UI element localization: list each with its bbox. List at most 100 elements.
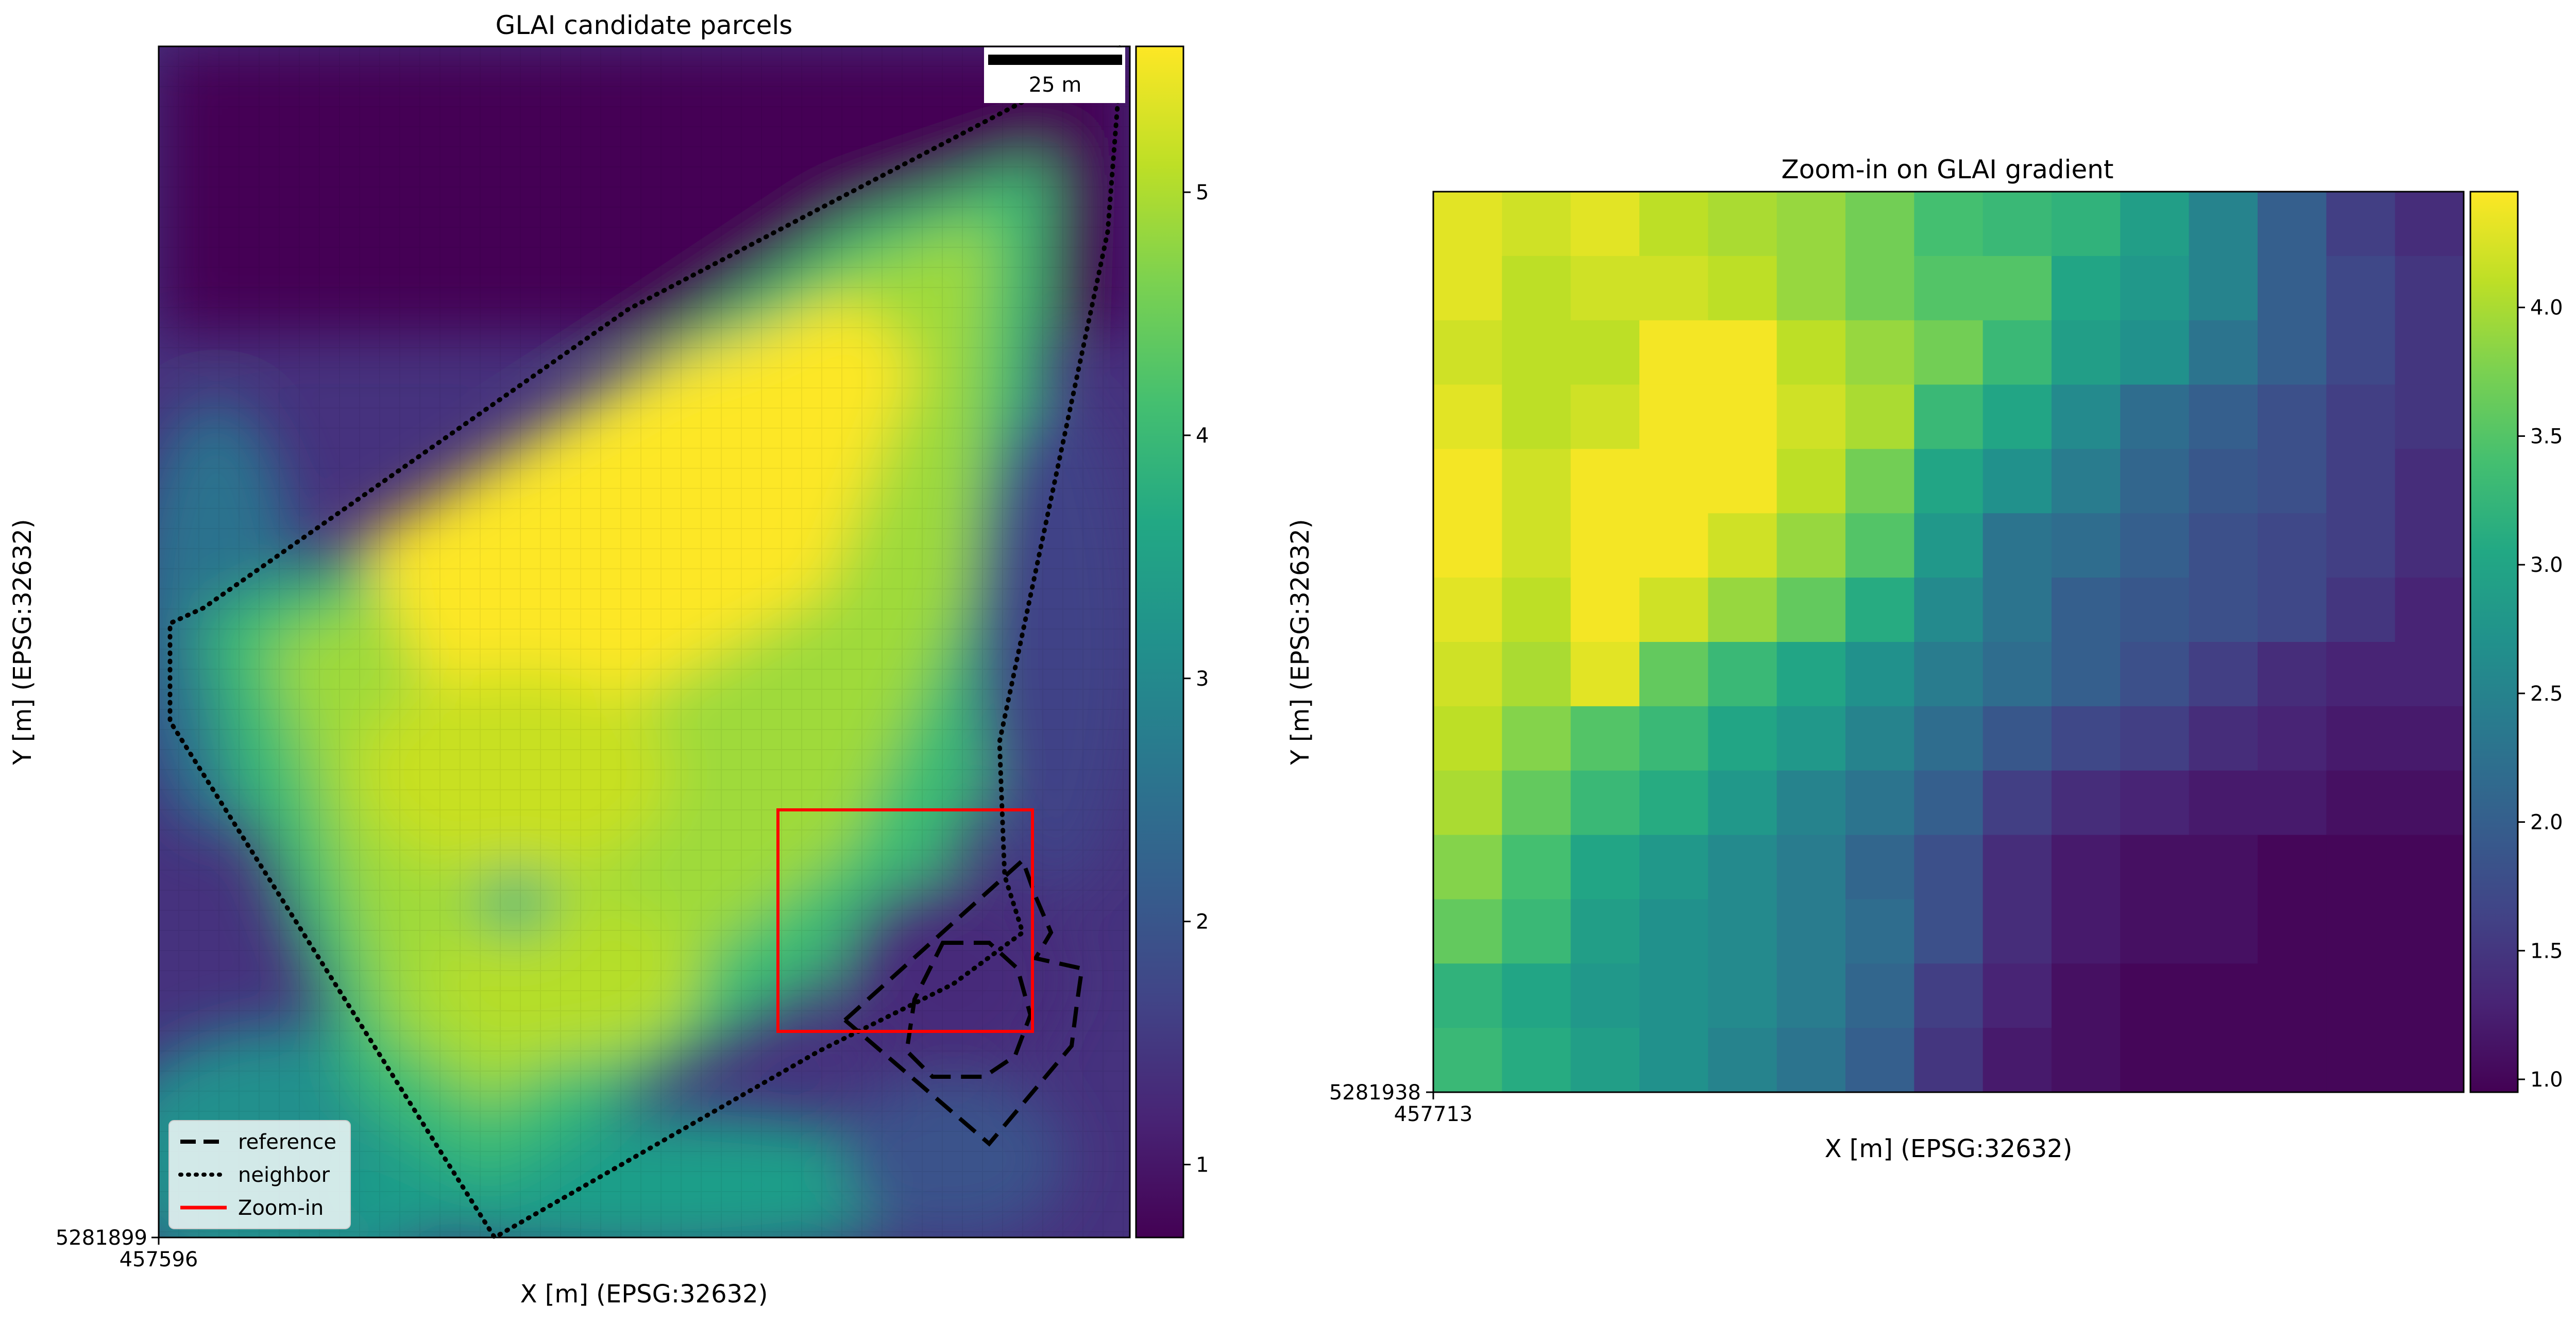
heatmap-cell bbox=[1982, 963, 2052, 1028]
heatmap-cell bbox=[2189, 899, 2258, 964]
heatmap-cell bbox=[2326, 449, 2396, 514]
heatmap-cell bbox=[2258, 320, 2327, 385]
heatmap-cell bbox=[1502, 449, 1571, 514]
heatmap-cell bbox=[1639, 835, 1708, 900]
heatmap-cell bbox=[2189, 770, 2258, 836]
heatmap-cell bbox=[2052, 835, 2121, 900]
heatmap-cell bbox=[1914, 963, 1984, 1028]
heatmap-cell bbox=[1914, 449, 1984, 514]
right-title: Zoom-in on GLAI gradient bbox=[1781, 155, 2113, 184]
heatmap-cell bbox=[1982, 256, 2052, 321]
heatmap-cell bbox=[1708, 320, 1777, 385]
heatmap-cell bbox=[2326, 706, 2396, 771]
heatmap-cell bbox=[2120, 706, 2190, 771]
heatmap-cell bbox=[2120, 513, 2190, 578]
heatmap-cell bbox=[1570, 963, 1640, 1028]
heatmap-cell bbox=[2258, 706, 2327, 771]
heatmap-cell bbox=[2120, 449, 2190, 514]
heatmap-cell bbox=[2326, 513, 2396, 578]
heatmap-cell bbox=[1639, 642, 1708, 707]
heatmap-cell bbox=[2052, 963, 2121, 1028]
heatmap-cell bbox=[2326, 256, 2396, 321]
heatmap-cell bbox=[2258, 770, 2327, 836]
heatmap-cell bbox=[1570, 899, 1640, 964]
heatmap-cell bbox=[1708, 192, 1777, 257]
heatmap-cell bbox=[1639, 192, 1708, 257]
heatmap-cell bbox=[2258, 578, 2327, 642]
right-colorbar: 1.0 1.5 2.0 2.5 3.0 3.5 4.0 bbox=[2469, 191, 2563, 1093]
heatmap-cell bbox=[2395, 835, 2464, 900]
heatmap-cell bbox=[2189, 1028, 2258, 1093]
heatmap-cell bbox=[1845, 835, 1914, 900]
heatmap-cell bbox=[1502, 835, 1571, 900]
heatmap-cell bbox=[1776, 192, 1846, 257]
heatmap-cell bbox=[2326, 384, 2396, 450]
heatmap-cell bbox=[1639, 513, 1708, 578]
scale-bar: 25 m bbox=[984, 47, 1125, 103]
colorbar-tick-label: 3.0 bbox=[2530, 553, 2563, 577]
heatmap-cell bbox=[2326, 578, 2396, 642]
heatmap-cell bbox=[1845, 384, 1914, 450]
heatmap-cell bbox=[1914, 192, 1984, 257]
zoom-in-rectangle bbox=[776, 808, 1034, 1033]
heatmap-cell bbox=[2395, 770, 2464, 836]
heatmap-cell bbox=[1982, 320, 2052, 385]
heatmap-cell bbox=[1433, 256, 1502, 321]
heatmap-cell bbox=[1845, 320, 1914, 385]
heatmap-cell bbox=[2052, 513, 2121, 578]
heatmap-cell bbox=[2052, 192, 2121, 257]
heatmap-cell bbox=[1845, 963, 1914, 1028]
heatmap-cell bbox=[1570, 1028, 1640, 1093]
heatmap-cell bbox=[2326, 192, 2396, 257]
heatmap-cell bbox=[2120, 642, 2190, 707]
heatmap-cell bbox=[1502, 706, 1571, 771]
heatmap-cell bbox=[1708, 513, 1777, 578]
heatmap-cell bbox=[2258, 384, 2327, 450]
heatmap-cell bbox=[1639, 899, 1708, 964]
heatmap-cell bbox=[2189, 192, 2258, 257]
heatmap-cell bbox=[1845, 1028, 1914, 1093]
heatmap-cell bbox=[1570, 192, 1640, 257]
heatmap-cell bbox=[2189, 963, 2258, 1028]
heatmap-cell bbox=[1776, 835, 1846, 900]
heatmap-cell bbox=[1776, 642, 1846, 707]
heatmap-cell bbox=[2326, 899, 2396, 964]
heatmap-cell bbox=[2395, 513, 2464, 578]
heatmap-cell bbox=[1570, 256, 1640, 321]
heatmap-cell bbox=[1639, 384, 1708, 450]
left-legend: reference neighbor Zoom-in bbox=[168, 1120, 351, 1229]
heatmap-cell bbox=[1570, 320, 1640, 385]
left-heatmap bbox=[159, 46, 1130, 1237]
left-plot-frame bbox=[158, 45, 1131, 1239]
heatmap-cell bbox=[1845, 449, 1914, 514]
heatmap-cell bbox=[2052, 642, 2121, 707]
heatmap-cell bbox=[1570, 578, 1640, 642]
heatmap-cell bbox=[1570, 449, 1640, 514]
colorbar-tick-label: 3 bbox=[1196, 667, 1209, 691]
heatmap-cell bbox=[1845, 256, 1914, 321]
heatmap-cell bbox=[2395, 384, 2464, 450]
heatmap-cell bbox=[1845, 513, 1914, 578]
right-plot-frame bbox=[1432, 191, 2465, 1093]
heatmap-cell bbox=[1845, 706, 1914, 771]
heatmap-cell bbox=[1708, 578, 1777, 642]
heatmap-cell bbox=[1845, 770, 1914, 836]
heatmap-cell bbox=[2326, 1028, 2396, 1093]
heatmap-cell bbox=[2395, 706, 2464, 771]
heatmap-cell bbox=[2052, 256, 2121, 321]
heatmap-cell bbox=[1776, 1028, 1846, 1093]
colorbar-tick-label: 2.0 bbox=[2530, 811, 2563, 835]
heatmap-cell bbox=[2052, 770, 2121, 836]
heatmap-cell bbox=[1982, 192, 2052, 257]
heatmap-cell bbox=[1708, 706, 1777, 771]
legend-zoom-in-label: Zoom-in bbox=[238, 1196, 324, 1220]
heatmap-cell bbox=[2395, 256, 2464, 321]
heatmap-cell bbox=[2326, 320, 2396, 385]
heatmap-cell bbox=[1982, 513, 2052, 578]
heatmap-cell bbox=[2395, 192, 2464, 257]
heatmap-cell bbox=[1502, 899, 1571, 964]
heatmap-cell bbox=[1914, 899, 1984, 964]
heatmap-cell bbox=[1776, 513, 1846, 578]
heatmap-cell bbox=[2395, 1028, 2464, 1093]
